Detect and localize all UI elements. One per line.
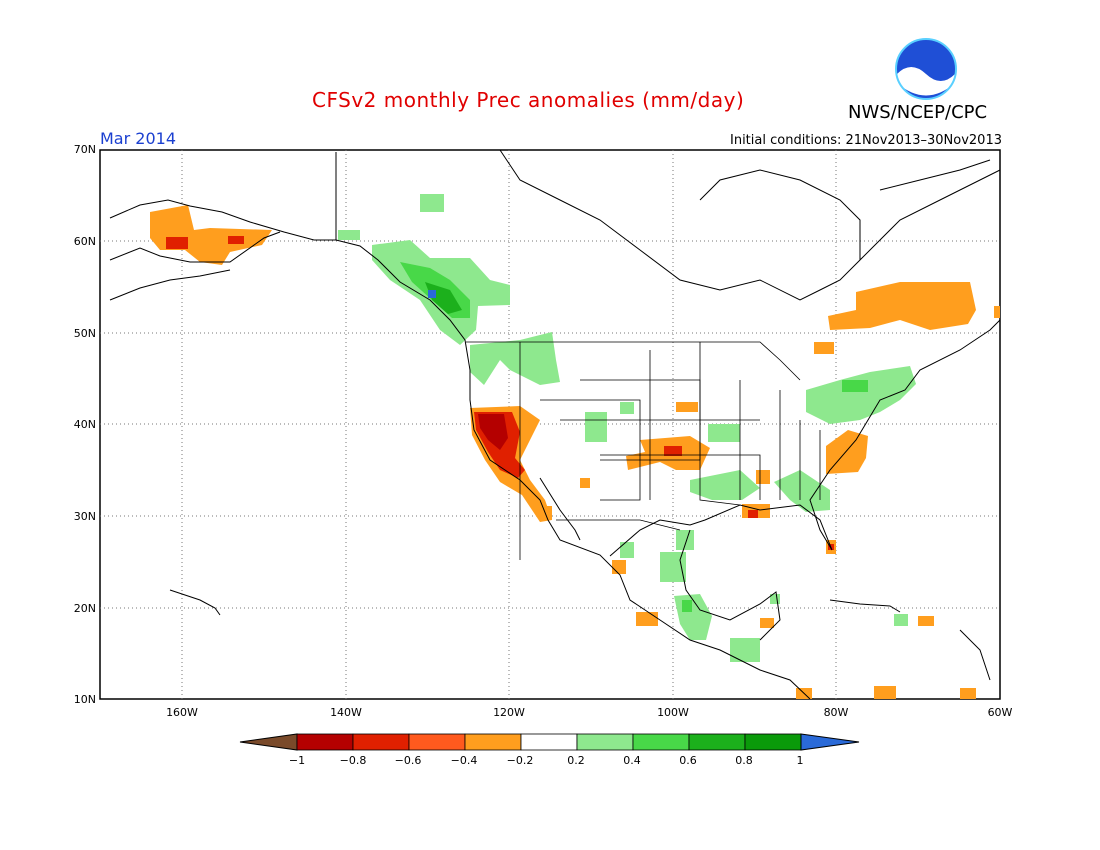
gulf-coast-dry-core	[748, 510, 758, 518]
yucatan-dry	[760, 618, 774, 628]
political-borders	[466, 341, 821, 560]
iowa-wet	[708, 424, 740, 442]
mexico-wet	[660, 552, 686, 582]
bc-wet-extreme	[428, 290, 436, 298]
lon-label-140w: 140W	[330, 706, 362, 719]
newengland-wet-mid	[842, 380, 868, 392]
colorbar-label-02: 0.2	[567, 754, 585, 767]
alaska-dry-area	[150, 205, 272, 265]
central-america-wet	[730, 638, 760, 662]
colorbar-label-06: 0.6	[679, 754, 697, 767]
forecast-month: Mar 2014	[100, 129, 176, 148]
baja-dry	[612, 560, 626, 574]
yukon-wet	[420, 194, 444, 212]
quebec-dry	[828, 282, 976, 330]
alaska-dry-core	[166, 237, 188, 249]
lat-label-40n: 40N	[73, 418, 96, 431]
lat-label-20n: 20N	[73, 602, 96, 615]
agency-label: NWS/NCEP/CPC	[848, 102, 988, 123]
utah-wet	[585, 412, 607, 442]
chart-title: CFSv2 monthly Prec anomalies (mm/day)	[312, 88, 745, 112]
california-dry-strong	[478, 414, 508, 450]
greatlakes-wet	[806, 366, 916, 424]
colorado-wet	[620, 402, 634, 414]
colorbar-label-neg1: −1	[288, 754, 306, 767]
lat-label-70n: 70N	[73, 143, 96, 156]
yucatan-wet	[770, 594, 780, 604]
caribbean-wet	[894, 614, 908, 626]
colorbar-label-1: 1	[796, 754, 804, 767]
nw-wet	[470, 332, 560, 385]
baja-south-dry	[540, 506, 552, 520]
southern-mexico-wet-mid	[682, 600, 692, 612]
initial-conditions: Initial conditions: 21Nov2013–30Nov2013	[730, 133, 1002, 148]
nebraska-dry	[676, 402, 698, 412]
lon-label-100w: 100W	[657, 706, 689, 719]
anomaly-fields	[150, 194, 1000, 699]
colorbar-label-neg04: −0.4	[450, 754, 478, 767]
colorbar-label-08: 0.8	[735, 754, 753, 767]
lat-label-60n: 60N	[73, 235, 96, 248]
lon-label-60w: 60W	[987, 706, 1013, 719]
noaa-logo-icon	[895, 38, 957, 100]
west-mexico-dry	[636, 612, 658, 626]
venezuela-dry	[874, 686, 896, 699]
colorbar-label-neg02: −0.2	[506, 754, 534, 767]
lat-label-30n: 30N	[73, 510, 96, 523]
lat-label-10n: 10N	[73, 693, 96, 706]
colorbar-label-neg06: −0.6	[394, 754, 422, 767]
venezuela-dry-2	[960, 688, 976, 699]
ontario-dry	[814, 342, 834, 354]
mexico-wet-3	[620, 542, 634, 558]
lat-label-50n: 50N	[73, 327, 96, 340]
colorbar-label-04: 0.4	[623, 754, 641, 767]
southeast-wet	[774, 470, 830, 512]
georgia-dry	[756, 470, 770, 484]
lon-label-120w: 120W	[493, 706, 525, 719]
coastlines	[109, 149, 1001, 700]
mexico-wet-2	[676, 530, 694, 550]
yukon-wet-2	[338, 230, 360, 240]
lon-label-160w: 160W	[166, 706, 198, 719]
new-mexico-dry	[580, 478, 590, 488]
kansas-dry-core	[664, 446, 682, 456]
caribbean-dry	[918, 616, 934, 626]
labrador-dry	[994, 306, 1000, 318]
colorbar-label-neg08: −0.8	[339, 754, 367, 767]
lon-label-80w: 80W	[823, 706, 849, 719]
plains-wet	[690, 470, 760, 500]
alaska-dry-core-2	[228, 236, 244, 244]
